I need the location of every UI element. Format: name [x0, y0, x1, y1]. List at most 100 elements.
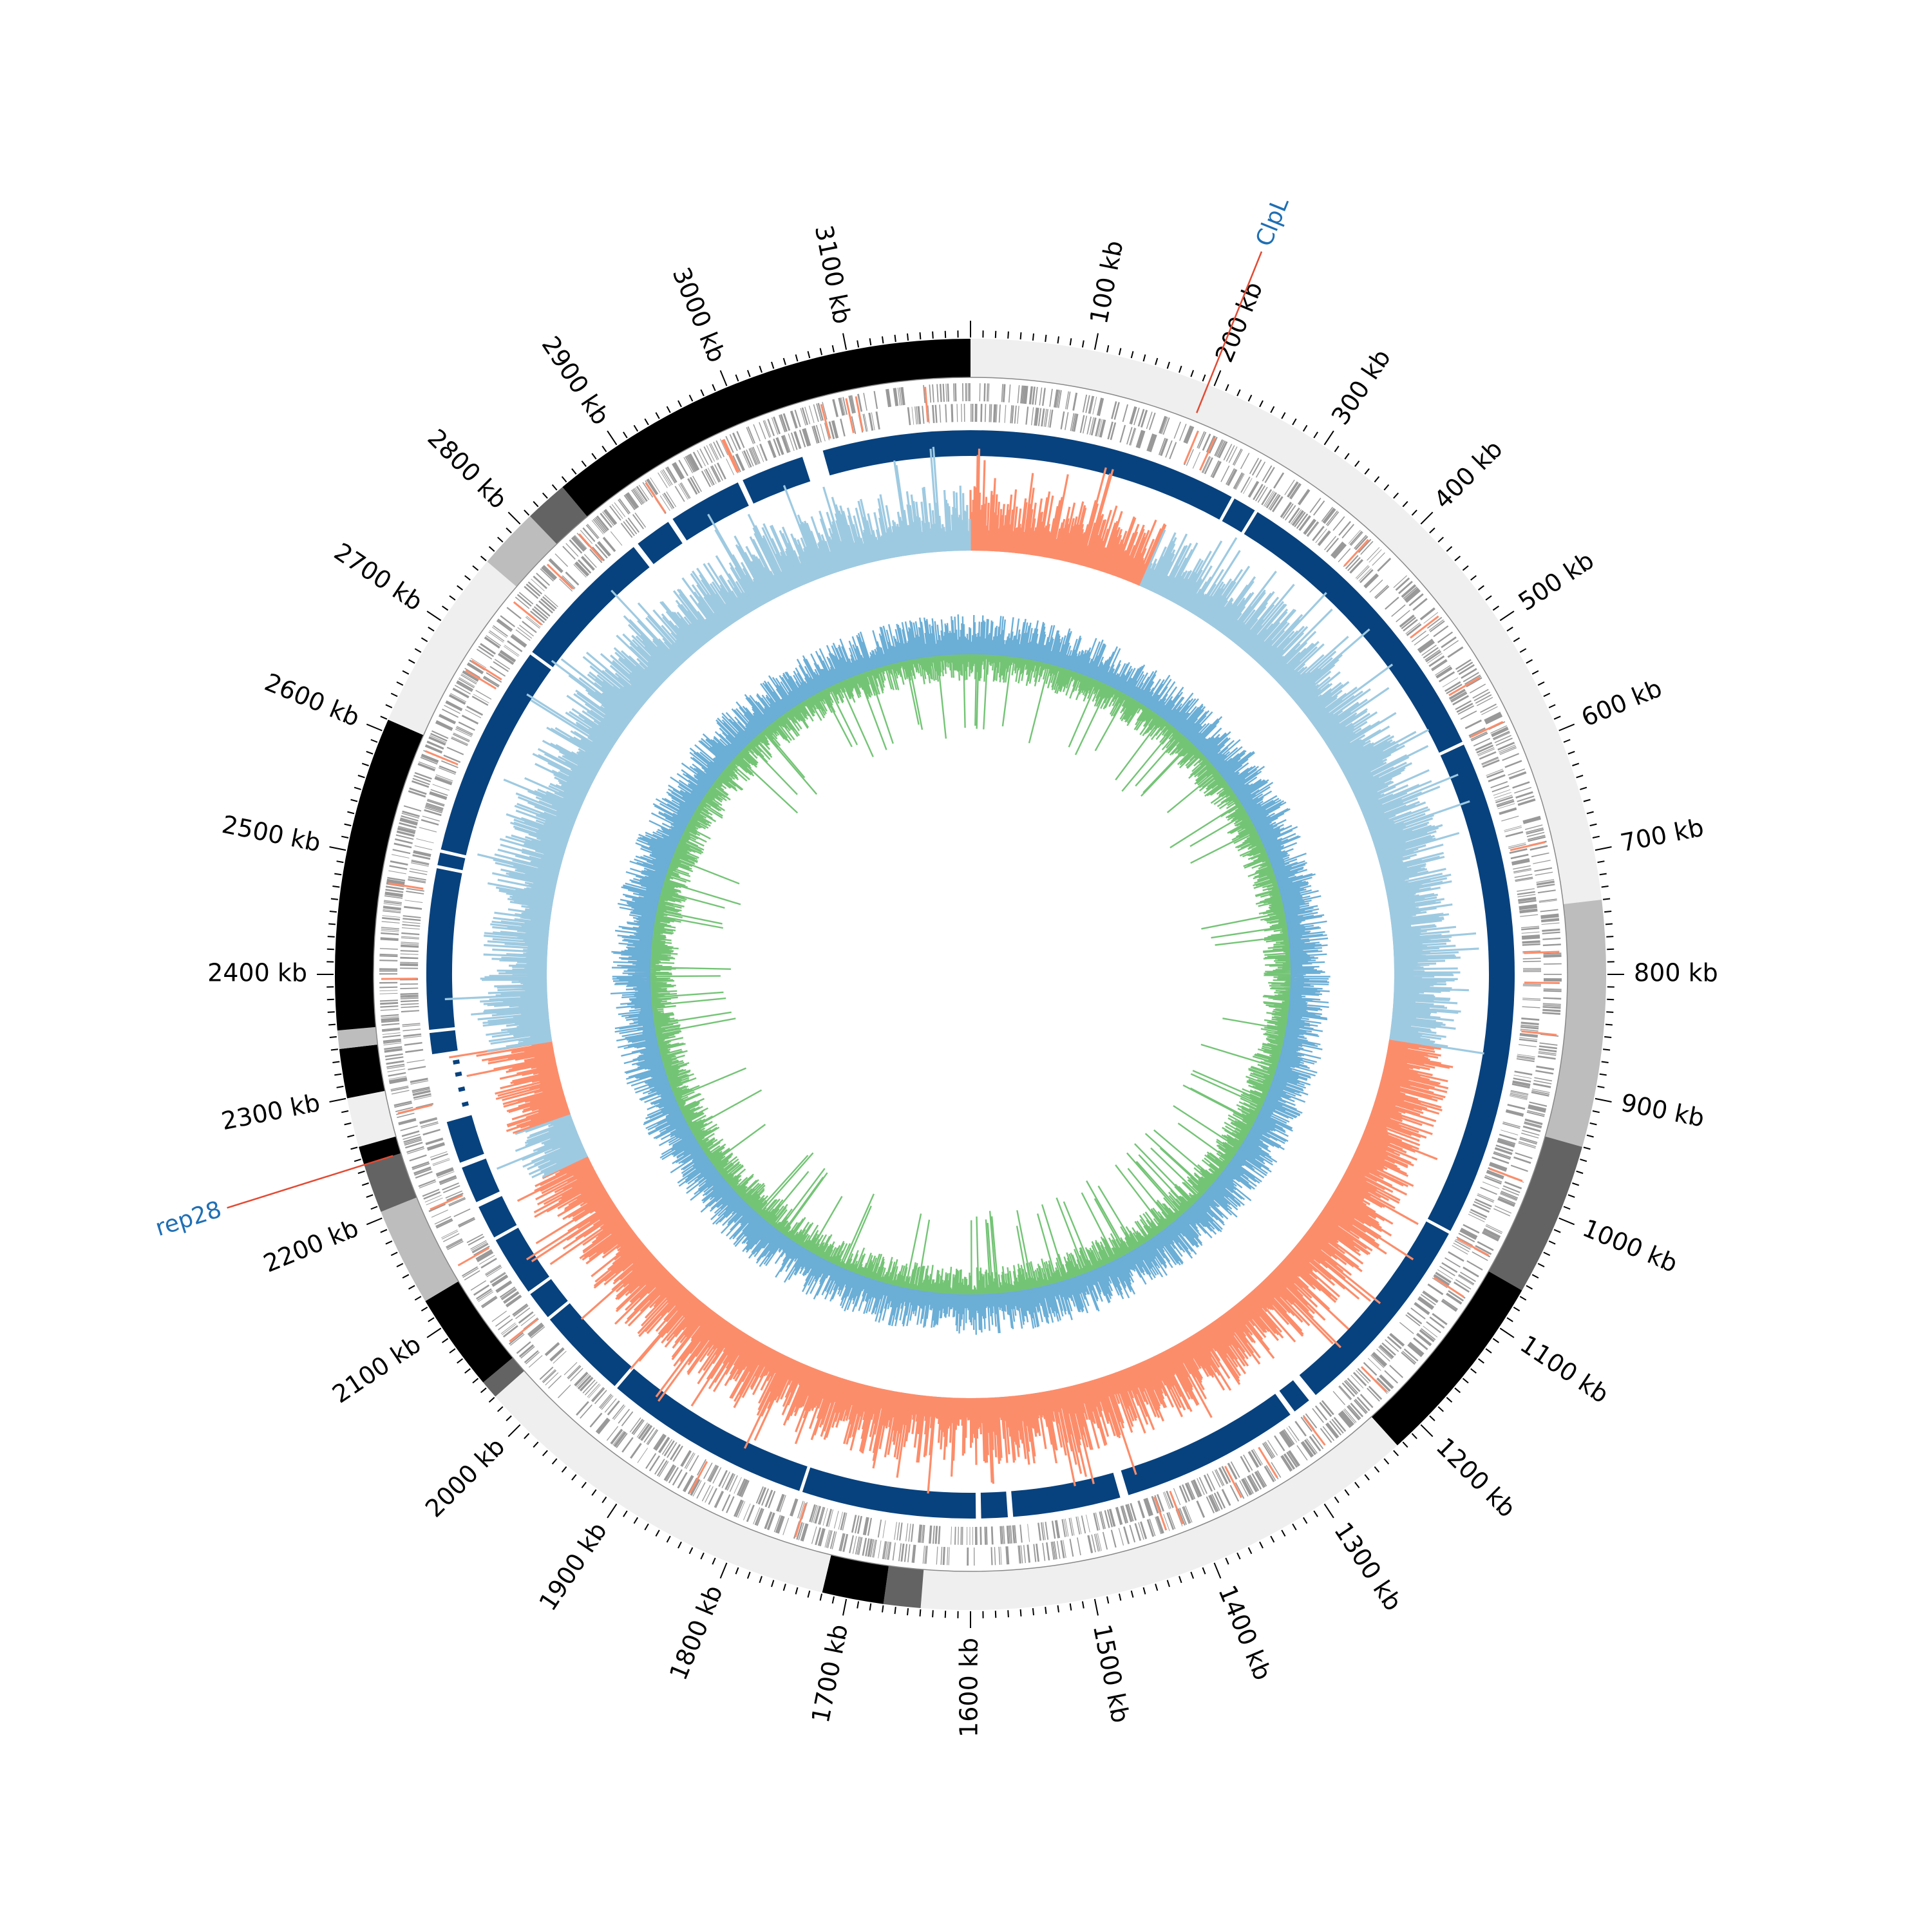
homology-fragment	[453, 1059, 460, 1065]
tick-label: 2100 kb	[327, 1330, 426, 1409]
tick-label: 2500 kb	[220, 810, 323, 857]
contig-segment	[337, 1027, 378, 1050]
homology-block	[462, 1159, 500, 1202]
tick-label: 400 kb	[1428, 435, 1508, 515]
homology-block	[549, 1303, 632, 1387]
homology-block	[980, 1492, 1009, 1519]
homology-block	[822, 430, 971, 476]
tick-label: 1400 kb	[1213, 1581, 1277, 1684]
homology-block	[429, 1030, 458, 1054]
homology-block	[532, 547, 650, 668]
annotation-label: ClpL	[1251, 194, 1294, 251]
homology-block	[478, 1196, 517, 1238]
annotation-line	[1196, 251, 1263, 413]
tick-label: 3100 kb	[810, 223, 857, 327]
contig-segment	[346, 1090, 396, 1147]
tick-label: 300 kb	[1326, 344, 1396, 430]
tick-label: 1100 kb	[1515, 1330, 1614, 1409]
skew-base	[1140, 568, 1414, 1044]
tick-label: 1600 kb	[955, 1638, 983, 1738]
contig-segment	[364, 1153, 417, 1212]
skew-base	[533, 1040, 571, 1120]
tick-label: 2300 kb	[219, 1088, 323, 1135]
tick-label: 2800 kb	[422, 424, 513, 515]
homology-fragment	[458, 1086, 466, 1092]
tick-label: 2000 kb	[420, 1432, 511, 1523]
contig-segment	[483, 1358, 525, 1397]
homology-block	[1244, 512, 1463, 753]
contig-segment	[529, 487, 587, 544]
tick-label: 1200 kb	[1431, 1432, 1522, 1523]
contig-segment	[971, 339, 1602, 905]
contig-segment	[425, 1281, 513, 1383]
contig-segment	[339, 1044, 385, 1099]
homology-block	[1121, 1394, 1291, 1495]
contig-segment	[335, 719, 424, 1031]
gene-highlights	[381, 386, 1560, 1538]
tick-label: 500 kb	[1513, 546, 1599, 616]
homology-block	[638, 522, 683, 564]
contig-segment	[562, 339, 971, 517]
contig-inner-outline	[373, 377, 1568, 1572]
tick-label: 1800 kb	[664, 1581, 728, 1684]
gc-content-inner	[648, 652, 1293, 1297]
tick-label: 2900 kb	[536, 331, 616, 430]
tick-marks	[317, 321, 1624, 1628]
homology-block	[437, 852, 466, 871]
homology-block	[743, 457, 811, 504]
contig-segment	[1371, 1271, 1522, 1446]
tick-label: 800 kb	[1634, 959, 1718, 987]
tick-label: 2700 kb	[329, 537, 428, 616]
homology-block	[440, 654, 551, 856]
annotation-label: rep28	[152, 1197, 224, 1242]
tick-label: 3000 kb	[667, 263, 731, 366]
tick-label: 2400 kb	[207, 959, 307, 987]
gc-skew-track	[444, 446, 1484, 1494]
contig-segment	[388, 561, 517, 735]
contig-segment	[883, 1566, 924, 1608]
tick-label: 1700 kb	[806, 1622, 853, 1725]
skew-base	[551, 1113, 588, 1164]
homology-block	[617, 1368, 808, 1492]
contig-segment	[381, 1197, 459, 1302]
homology-fragment	[461, 1101, 469, 1107]
contig-segment	[359, 1136, 401, 1165]
gc-content-outer	[610, 614, 1331, 1335]
tick-label: 1300 kb	[1329, 1517, 1408, 1616]
gene-features	[379, 383, 1562, 1566]
tick-label: 200 kb	[1210, 278, 1269, 366]
homology-block	[1011, 1472, 1121, 1517]
homology-block	[530, 1279, 568, 1318]
homology-block	[672, 482, 749, 541]
contig-segment	[487, 516, 557, 587]
homology-block	[426, 868, 462, 1030]
tick-lines	[317, 321, 1624, 1628]
homology-block	[495, 1227, 549, 1292]
skew-negative-segment	[449, 1039, 571, 1134]
contig-segment	[822, 1555, 889, 1604]
homology-block	[446, 1115, 484, 1163]
contig-ring	[335, 339, 1606, 1611]
homology-block	[971, 430, 1232, 520]
annotation-line	[227, 1155, 393, 1209]
tick-label: 1500 kb	[1088, 1622, 1135, 1725]
tick-label: 700 kb	[1618, 813, 1706, 858]
contig-segment	[1545, 899, 1606, 1147]
tick-label: 2600 kb	[261, 668, 364, 732]
homology-block	[1222, 498, 1255, 533]
homology-block	[1279, 1380, 1309, 1412]
tick-label: 1000 kb	[1578, 1214, 1681, 1278]
tick-label: 900 kb	[1618, 1088, 1707, 1133]
gc-baseline	[647, 650, 1294, 1298]
gene-track	[379, 383, 1562, 1566]
tick-label: 1900 kb	[533, 1517, 612, 1616]
homology-fragment	[455, 1071, 462, 1077]
tick-label: 100 kb	[1084, 238, 1129, 327]
contig-segment	[495, 1370, 831, 1593]
homology-block	[1299, 1221, 1449, 1396]
homology-block	[802, 1467, 976, 1519]
skew-base	[971, 531, 1148, 587]
contig-segment	[1488, 1136, 1582, 1291]
